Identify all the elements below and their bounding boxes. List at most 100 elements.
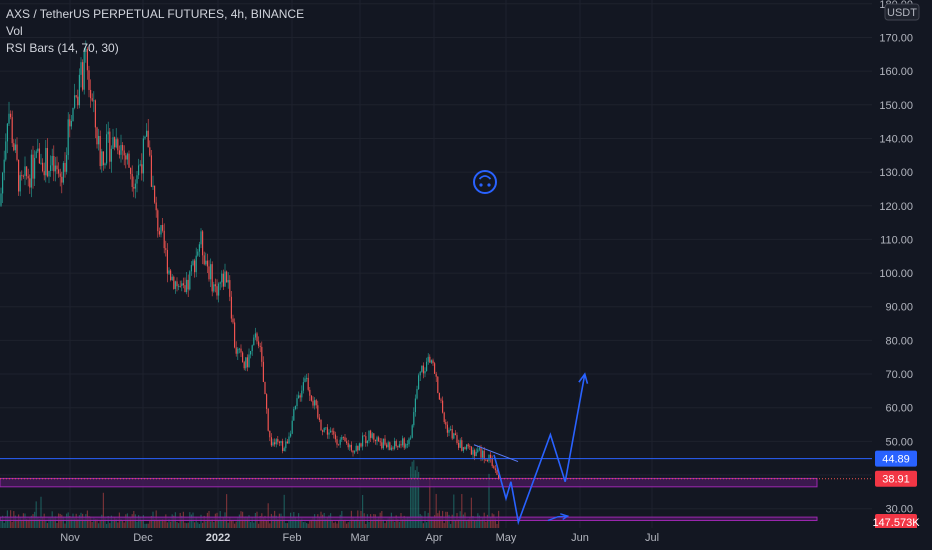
volume-bar (194, 522, 196, 528)
candle-body (197, 251, 199, 256)
candle-body (496, 470, 498, 475)
volume-bar (181, 515, 183, 528)
volume-bar (37, 517, 39, 528)
volume-bar (384, 523, 386, 528)
price-axis[interactable]: 30.0040.0050.0060.0070.0080.0090.00100.0… (872, 0, 932, 550)
candle-body (110, 148, 112, 162)
volume-bar (418, 471, 420, 528)
candle-body (59, 173, 61, 177)
volume-label[interactable]: Vol (6, 24, 23, 38)
candle-body (218, 283, 220, 296)
candle-body (72, 107, 74, 122)
volume-bar (238, 514, 240, 528)
volume-bar (266, 520, 268, 528)
volume-bar (250, 522, 252, 528)
projection-path[interactable] (473, 372, 589, 526)
candle-body (480, 448, 482, 458)
candle-body (165, 248, 167, 250)
indicator-label[interactable]: RSI Bars (14, 70, 30) (6, 41, 119, 55)
candle-body (85, 48, 87, 53)
candle-body (458, 443, 460, 448)
volume-bar (122, 520, 124, 528)
candle-body (306, 377, 308, 379)
candle-body (248, 354, 250, 368)
volume-bar (85, 514, 87, 528)
volume-bar (475, 520, 477, 528)
candle-body (48, 171, 50, 177)
volume-bar (248, 515, 250, 528)
volume-bar (40, 496, 42, 528)
candle-body (37, 148, 39, 152)
candle-body (397, 446, 399, 448)
volume-bar (462, 514, 464, 528)
candle-body (194, 260, 196, 273)
candle-body (278, 441, 280, 443)
candle-body (45, 147, 47, 176)
candle-body (266, 394, 268, 409)
candle-body (205, 260, 207, 265)
projection-line (493, 373, 586, 526)
candle-body (302, 382, 304, 391)
candle-body (214, 284, 216, 287)
candle-body (437, 376, 439, 393)
volume-bar (251, 517, 253, 528)
volume-bar (21, 520, 23, 528)
volume-bar (291, 517, 293, 528)
volume-bar (315, 520, 317, 528)
candle-body (363, 435, 365, 437)
candle-body (472, 450, 474, 455)
candle-body (336, 439, 338, 445)
candle-body (259, 345, 261, 347)
symbol-title[interactable]: AXS / TetherUS PERPETUAL FUTURES, 4h, BI… (6, 7, 305, 21)
candle-body (326, 427, 328, 435)
volume-bar (171, 514, 173, 528)
candle-body (115, 139, 117, 148)
candle-body (355, 445, 357, 452)
candle-body (99, 135, 101, 167)
volume-bar (406, 516, 408, 528)
volume-bar (342, 520, 344, 528)
candle-body (493, 466, 495, 469)
candle-body (368, 430, 370, 441)
volume-bar (392, 518, 394, 528)
price-tick-label: 90.00 (885, 302, 913, 314)
candle-body (210, 264, 212, 280)
upside-down-smiley-icon[interactable] (473, 170, 497, 194)
price-badge-label: 147.573K (872, 517, 920, 529)
volume-bar (294, 516, 296, 528)
volume-bar (198, 523, 200, 528)
volume-bar (53, 518, 55, 528)
candle-body (190, 265, 192, 272)
volume-bar (472, 515, 474, 528)
candle-body (440, 399, 442, 401)
volume-bar (48, 517, 50, 528)
candle-body (446, 424, 448, 433)
volume-bar (61, 514, 63, 528)
time-axis[interactable]: Nov Dec 2022 Feb Mar Apr May Jun Jul (0, 528, 932, 550)
volume-bar (245, 516, 247, 528)
volume-bar (334, 521, 336, 528)
candle-body (54, 165, 56, 172)
volume-bar (402, 518, 404, 528)
volume-bar (395, 515, 397, 528)
candle-body (230, 296, 232, 319)
volume-bar (414, 470, 416, 528)
candle-body (400, 444, 402, 446)
volume-bar (482, 517, 484, 528)
volume-bar (117, 522, 119, 528)
candle-body (90, 89, 92, 99)
candle-body (16, 144, 18, 160)
candle-body (114, 137, 116, 148)
volume-bar (18, 514, 20, 528)
price-badge-label: 38.91 (882, 474, 910, 486)
candle-body (334, 434, 336, 440)
candle-body (394, 441, 396, 449)
volume-bar (403, 515, 405, 528)
price-tick-label: 150.00 (879, 100, 913, 112)
candle-body (386, 444, 388, 448)
volume-bar (46, 523, 48, 528)
candle-body (128, 153, 130, 168)
volume-bar (237, 517, 239, 528)
candle-body (474, 450, 476, 457)
